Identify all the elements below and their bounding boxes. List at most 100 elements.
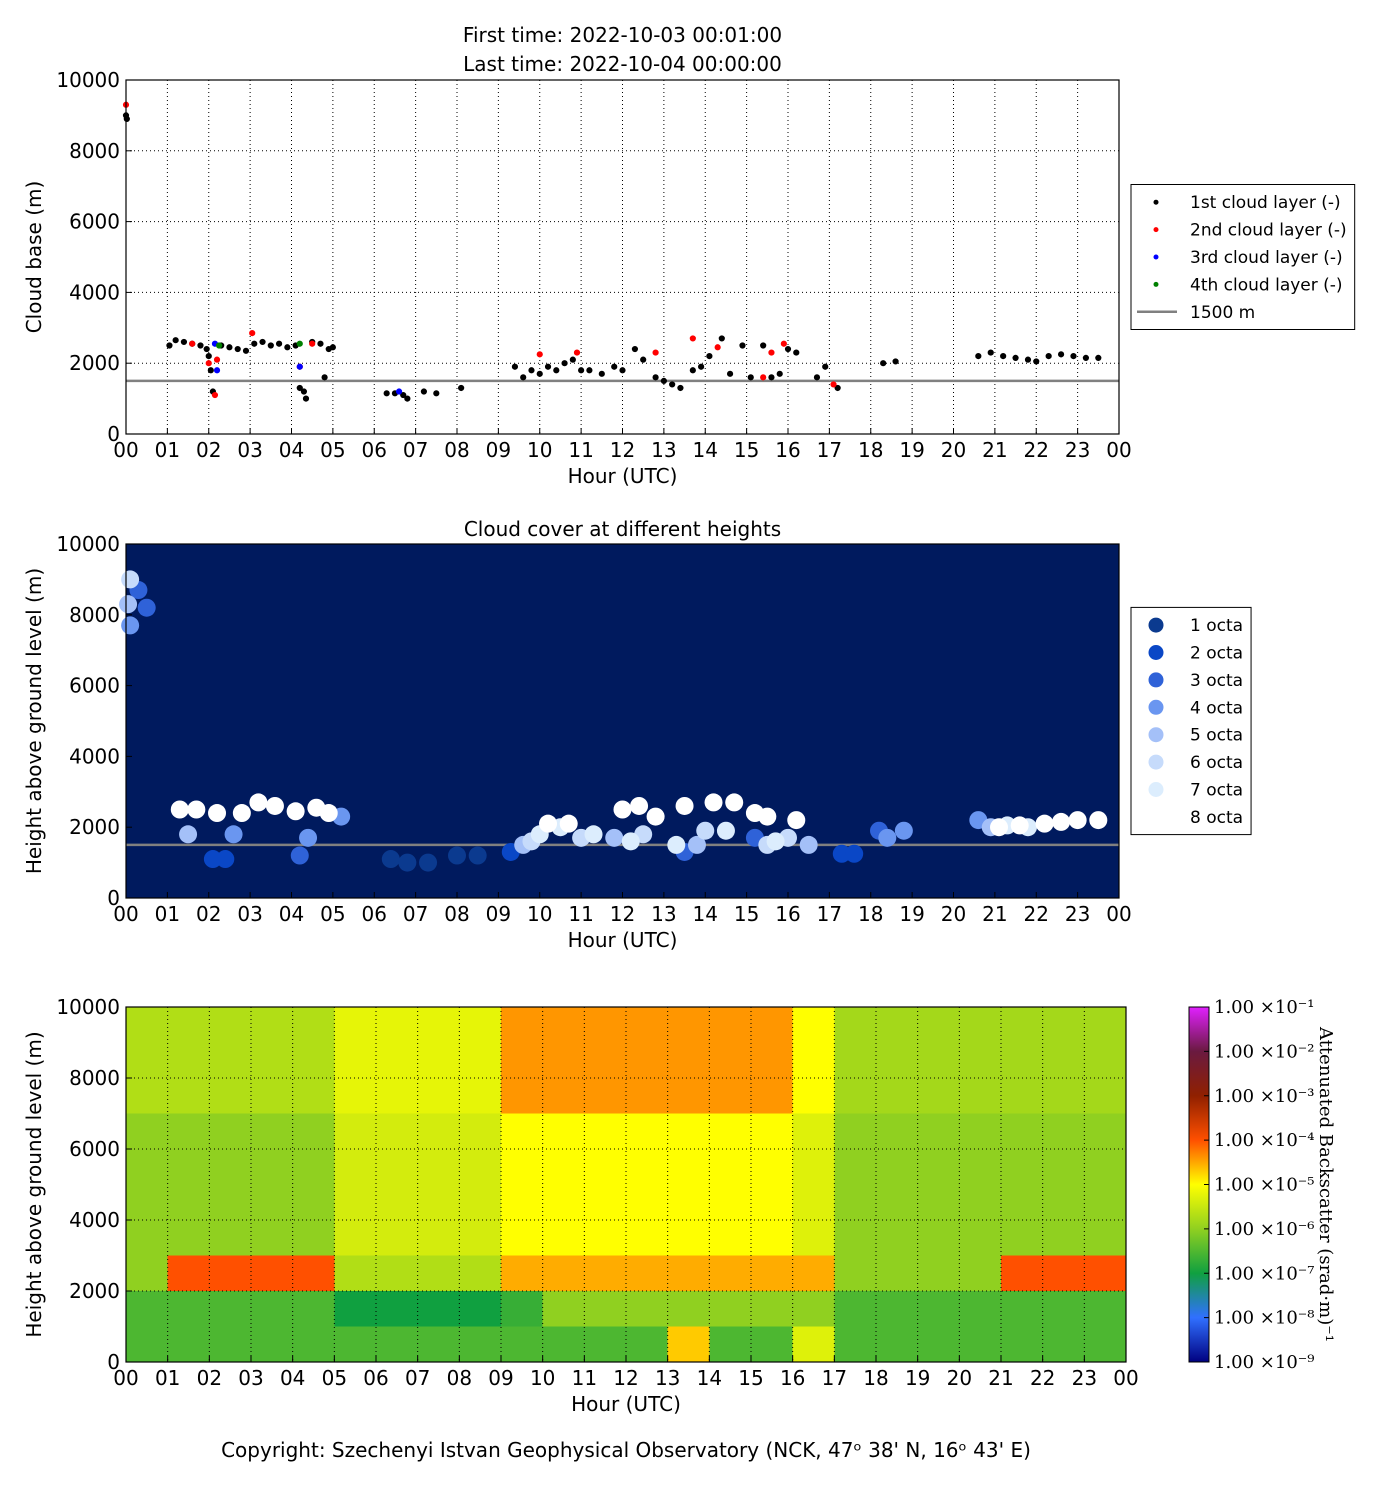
data-point	[179, 825, 198, 844]
heatmap-cell	[459, 1220, 501, 1256]
legend-marker	[1148, 617, 1164, 633]
x-tick-label: 00	[113, 1366, 138, 1390]
data-point	[224, 825, 243, 844]
heatmap-cell	[417, 1042, 460, 1078]
heatmap-cell	[834, 1078, 876, 1114]
data-point	[799, 835, 818, 854]
heatmap-cell	[834, 1042, 876, 1078]
data-point	[845, 844, 864, 863]
heatmap-cell	[667, 1078, 710, 1114]
data-point	[598, 370, 605, 377]
x-tick-label: 23	[1072, 1366, 1097, 1390]
data-point	[832, 844, 851, 863]
heatmap-cell	[542, 1078, 585, 1114]
x-tick-label: 06	[362, 902, 387, 926]
data-point	[739, 342, 746, 349]
heatmap-cell	[1084, 1007, 1126, 1043]
data-point	[226, 344, 233, 351]
heatmap-cell	[917, 1149, 960, 1185]
heatmap-cell	[709, 1255, 751, 1291]
heatmap-cell	[1001, 1007, 1043, 1043]
x-tick-label: 02	[197, 1366, 222, 1390]
heatmap-cell	[1042, 1220, 1085, 1256]
heatmap-cell	[917, 1220, 960, 1256]
heatmap-cell	[1042, 1255, 1085, 1291]
legend-marker	[1153, 227, 1159, 233]
heatmap-cell	[542, 1291, 585, 1327]
data-point	[170, 800, 189, 819]
heatmap-cell	[792, 1184, 835, 1220]
data-point	[613, 800, 632, 819]
x-tick-label: 20	[947, 1366, 972, 1390]
heatmap-cell	[417, 1291, 460, 1327]
heatmap-cell	[251, 1184, 293, 1220]
colorbar-tick-label: 1.00 ×10⁻²	[1214, 1041, 1315, 1062]
data-point	[704, 793, 723, 812]
data-point	[203, 345, 210, 353]
heatmap-cell	[334, 1220, 376, 1256]
x-tick-label: 12	[613, 1366, 638, 1390]
y-tick-label: 8000	[69, 603, 120, 627]
heatmap-cell	[709, 1149, 751, 1185]
heatmap-cell	[251, 1255, 293, 1291]
x-tick-label: 00	[1106, 902, 1131, 926]
y-axis-label: Cloud base (m)	[22, 181, 46, 334]
chart-title: Cloud cover at different heights	[464, 517, 781, 541]
data-point	[621, 832, 640, 851]
heatmap-cell	[834, 1184, 876, 1220]
data-point	[878, 828, 897, 847]
data-point	[544, 363, 552, 370]
heatmap-cell	[1001, 1042, 1043, 1078]
x-tick-label: 03	[237, 902, 262, 926]
heatmap-cell	[959, 1220, 1001, 1256]
legend-marker	[1153, 254, 1159, 260]
data-point	[208, 804, 227, 823]
data-point	[605, 828, 624, 847]
data-point	[284, 344, 291, 351]
data-point	[747, 374, 754, 381]
data-point	[203, 850, 222, 869]
data-point	[689, 367, 696, 374]
heatmap-cell	[542, 1113, 585, 1149]
colorbar-label: Attenuated Backscatter (srad·m)⁻¹	[1315, 1026, 1336, 1342]
data-point	[381, 850, 400, 869]
heatmap-cell	[542, 1007, 585, 1043]
x-tick-label: 20	[941, 438, 966, 462]
data-point	[215, 342, 223, 349]
legend-marker	[1148, 672, 1164, 688]
data-point	[586, 367, 593, 374]
data-point	[232, 804, 251, 823]
heatmap-cell	[709, 1184, 751, 1220]
data-point	[687, 835, 706, 854]
data-point	[1082, 354, 1090, 361]
x-tick-label: 11	[572, 1366, 597, 1390]
x-tick-label: 18	[858, 438, 883, 462]
heatmap-cell	[167, 1220, 210, 1256]
heatmap-cell	[126, 1042, 168, 1078]
heatmap-cell	[501, 1326, 543, 1362]
heatmap-cell	[1001, 1113, 1043, 1149]
data-point	[290, 846, 309, 865]
legend-marker	[1148, 809, 1164, 825]
heatmap-cell	[792, 1149, 835, 1185]
data-point	[511, 363, 519, 370]
heatmap-cell	[792, 1078, 835, 1114]
legend: 1st cloud layer (-) 2nd cloud layer (-) 3r…	[1130, 184, 1356, 330]
heatmap-cell	[1042, 1113, 1085, 1149]
heatmap-cell	[292, 1255, 335, 1291]
data-point	[180, 338, 188, 346]
heatmap-cell	[376, 1149, 418, 1185]
chart-title: Last time: 2022-10-04 00:00:00	[463, 52, 782, 76]
heatmap-cell	[834, 1220, 876, 1256]
heatmap-cell	[459, 1326, 501, 1362]
heatmap-cell	[1084, 1255, 1126, 1291]
x-tick-label: 16	[780, 1366, 805, 1390]
heatmap-cell	[876, 1042, 918, 1078]
x-tick-label: 01	[155, 902, 180, 926]
heatmap-cell	[876, 1113, 918, 1149]
data-point	[1070, 353, 1077, 360]
x-tick-label: 04	[279, 902, 304, 926]
data-point	[559, 814, 578, 833]
x-tick-label: 05	[320, 438, 345, 462]
